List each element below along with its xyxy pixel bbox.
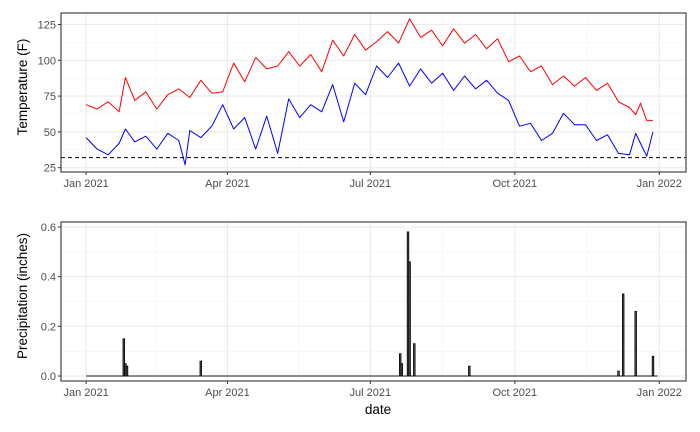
temperature-x-tick-label: Oct 2021	[493, 178, 538, 190]
precipitation-x-tick-label: Jan 2021	[63, 387, 108, 399]
temperature-y-tick-label: 50	[44, 127, 56, 139]
temperature-y-tick-label: 75	[44, 91, 56, 103]
precipitation-bar	[468, 365, 471, 377]
temperature-x-tick-label: Jan 2022	[637, 178, 682, 190]
precipitation-y-tick-label: 0.4	[41, 272, 56, 284]
temperature-x-tick-label: Jan 2021	[63, 178, 108, 190]
temperature-x-tick-label: Apr 2021	[205, 178, 250, 190]
temperature-y-tick-label: 100	[38, 55, 56, 67]
precipitation-y-tick-label: 0.2	[41, 321, 56, 333]
precipitation-panel: 0.0 0.2 0.4 0.6 Jan 2021 Apr 2021 Jul 2021 Oct …	[41, 221, 687, 399]
temperature-x-tick-label: Jul 2021	[350, 178, 392, 190]
precipitation-x-tick-label: Apr 2021	[205, 387, 250, 399]
blue-temperature-line	[85, 62, 654, 166]
precipitation-bar	[622, 293, 625, 377]
precipitation-bar	[408, 261, 411, 377]
temperature-panel-border	[60, 12, 687, 173]
precipitation-x-tick-label: Jul 2021	[350, 387, 392, 399]
temperature-y-axis-title: Temperature (F)	[15, 39, 30, 136]
precipitation-x-tick-label: Oct 2021	[493, 387, 538, 399]
precipitation-bar	[617, 370, 620, 377]
precipitation-bar	[413, 343, 416, 377]
precipitation-bar	[125, 365, 129, 377]
precipitation-bar	[651, 355, 655, 377]
precipitation-bar	[634, 310, 637, 377]
temperature-panel: 25 50 75 100 125 Jan 2021 Apr 2021 Jul 2021 Oct …	[38, 12, 687, 190]
precipitation-y-tick-label: 0.6	[41, 222, 56, 234]
precipitation-bar	[199, 360, 203, 377]
temperature-y-tick-label: 125	[38, 19, 56, 31]
precipitation-y-axis-title: Precipitation (inches)	[15, 233, 30, 359]
precipitation-panel-border	[60, 221, 687, 382]
red-temperature-line	[85, 18, 653, 121]
precipitation-bar	[122, 338, 126, 377]
precipitation-x-tick-label: Jan 2022	[637, 387, 682, 399]
temperature-y-tick-label: 25	[44, 163, 56, 175]
precipitation-bar	[400, 363, 404, 377]
precipitation-x-axis-title: date	[365, 402, 391, 417]
precipitation-y-tick-label: 0.0	[41, 371, 56, 383]
